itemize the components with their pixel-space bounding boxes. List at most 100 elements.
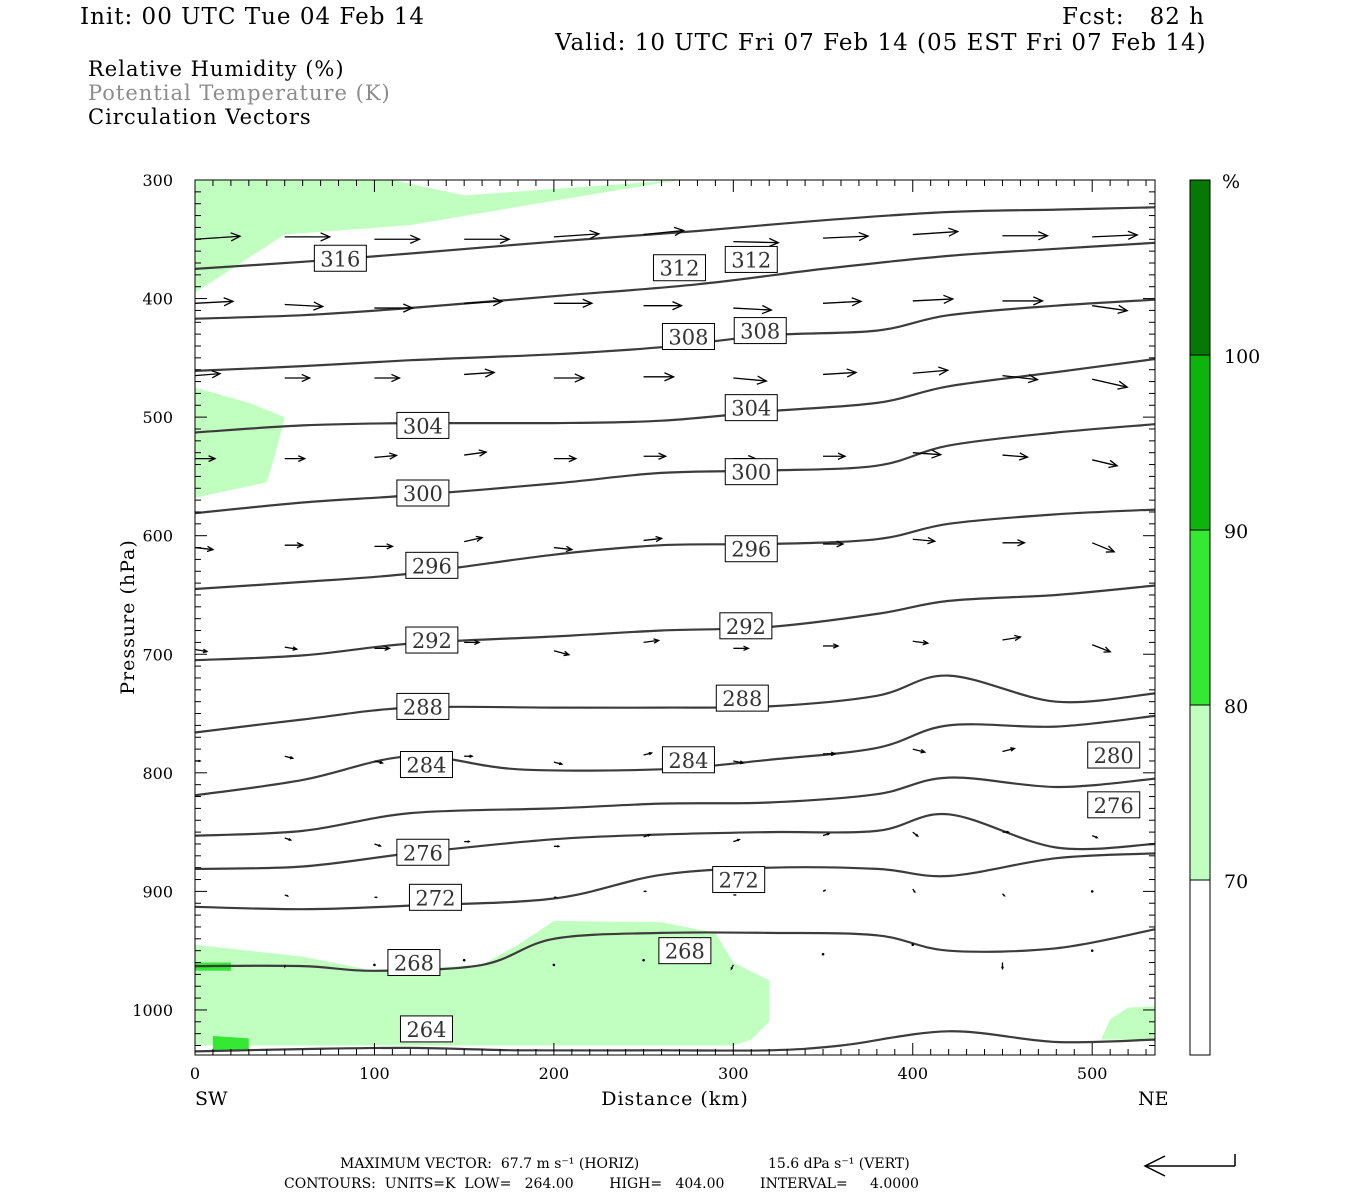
contour-label-text: 284 — [406, 754, 446, 778]
vector-shaft — [912, 230, 958, 236]
vector-head — [1001, 966, 1004, 971]
vector-head — [653, 638, 661, 644]
contour-label-288: 288 — [715, 684, 769, 712]
contour-label-284: 284 — [399, 751, 453, 779]
contour-label-312: 312 — [724, 245, 778, 273]
contour-label-text: 312 — [731, 248, 771, 272]
vector-arrow — [823, 452, 847, 460]
vector-head — [208, 455, 217, 463]
vector-head — [858, 231, 870, 242]
vector-head — [384, 645, 392, 652]
vector-arrow — [643, 226, 686, 237]
vector-shaft — [733, 241, 779, 244]
vector-head — [1003, 894, 1006, 897]
vector-head — [286, 894, 290, 897]
vector-head — [410, 234, 422, 244]
contour-label-272: 272 — [712, 866, 766, 894]
vector-arrow — [912, 888, 916, 894]
plot-frame — [194, 179, 1156, 1056]
contour-label-box — [396, 692, 450, 720]
vector-head — [826, 832, 831, 836]
y-tick-label: 1000 — [132, 1001, 173, 1020]
vector-arrow — [1091, 835, 1099, 839]
vector-head — [386, 543, 395, 550]
vector-arrow — [822, 368, 858, 378]
contour-label-box — [733, 317, 787, 345]
vector-arrow — [195, 297, 235, 307]
rh-region-70 — [195, 180, 680, 293]
contour-label-box — [724, 535, 778, 563]
vector-head — [920, 748, 927, 754]
vector-arrow — [912, 831, 920, 838]
vector-shaft — [1002, 747, 1015, 753]
contour-label-text: 312 — [659, 257, 699, 281]
vector-shaft — [643, 229, 684, 236]
contour-label-text: 304 — [731, 397, 771, 421]
vector-shaft — [822, 371, 857, 376]
vector-shaft — [912, 748, 925, 753]
contour-label-292: 292 — [719, 612, 773, 640]
vector-arrow — [284, 232, 332, 242]
vector-arrow — [821, 952, 825, 956]
vector-head — [664, 372, 676, 382]
y-tick-label: 300 — [142, 171, 173, 190]
theta-contour-292 — [195, 584, 1155, 662]
vector-head — [313, 301, 325, 311]
rh-legend: 100 90 80 70 — [1189, 179, 1260, 1056]
contour-label-box — [724, 245, 778, 273]
contour-label-box — [396, 411, 450, 439]
vector-arrow — [195, 370, 222, 379]
x-tick-label: 300 — [718, 1064, 749, 1083]
vector-arrow — [822, 832, 831, 837]
vector-head — [301, 373, 312, 383]
vector-head — [756, 375, 768, 385]
vector-shaft — [464, 300, 503, 304]
vector-head — [1127, 230, 1139, 240]
init-time-label: Init: 00 UTC Tue 04 Feb 14 — [80, 4, 426, 30]
vector-head — [1038, 231, 1050, 241]
legend-swatch — [1189, 354, 1211, 531]
vector-dot — [373, 963, 376, 967]
vector-head — [375, 896, 379, 899]
contour-label-box — [719, 612, 773, 640]
vector-head — [658, 452, 668, 460]
rh-region-70 — [195, 921, 770, 1046]
vector-arrow — [464, 234, 511, 244]
vector-head — [913, 890, 916, 894]
contour-label-296: 296 — [724, 535, 778, 563]
contour-label-264: 264 — [399, 1015, 453, 1043]
contour-label-text: 280 — [1094, 744, 1134, 768]
reference-vector-head — [1143, 1155, 1166, 1177]
vector-head — [948, 227, 960, 237]
contour-label-text: 272 — [719, 869, 759, 893]
vector-dot — [552, 963, 556, 967]
vector-arrow — [374, 373, 402, 383]
legend-level-label: 80 — [1224, 696, 1248, 718]
legend-swatch — [1189, 704, 1211, 881]
legend-unit: % — [1222, 171, 1240, 193]
vector-shaft — [1091, 542, 1115, 553]
vector-arrow — [374, 843, 382, 847]
vector-shaft — [1092, 378, 1128, 388]
vector-head — [1103, 646, 1112, 653]
vector-head — [647, 833, 652, 837]
y-tick-label: 900 — [142, 882, 173, 901]
contour-label-box — [1087, 741, 1141, 769]
vector-shaft — [553, 546, 572, 551]
contour-label-box — [661, 323, 715, 351]
vector-head — [1018, 452, 1030, 461]
vector-shaft — [912, 298, 953, 302]
vector-arrow — [553, 896, 558, 899]
vector-head — [298, 455, 307, 463]
vector-head — [938, 366, 950, 376]
contour-label-box — [396, 838, 450, 866]
vector-head — [557, 845, 561, 848]
vector-shaft — [464, 536, 483, 543]
vector-shaft — [1002, 374, 1038, 381]
vector-arrow — [283, 964, 286, 969]
vector-shaft — [1091, 644, 1111, 653]
x-tick-label: 200 — [539, 1064, 570, 1083]
vector-arrow — [643, 452, 668, 460]
vector-arrow — [912, 748, 927, 754]
